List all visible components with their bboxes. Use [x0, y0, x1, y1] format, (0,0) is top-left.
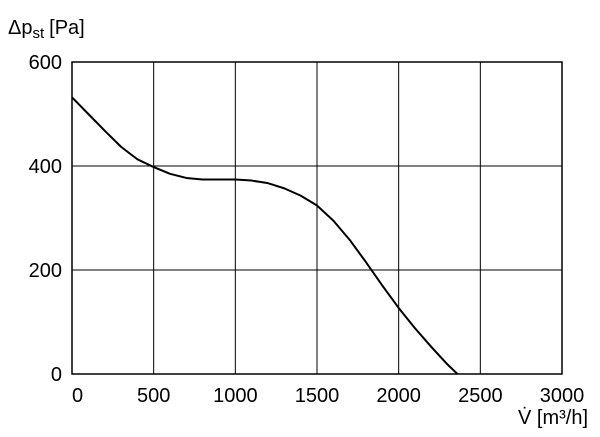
x-tick-label: 0 — [72, 385, 83, 407]
y-axis-label: Δpst [Pa] — [8, 17, 85, 42]
plot-frame — [71, 61, 563, 375]
x-tick-label: 3000 — [540, 385, 585, 407]
curve — [71, 96, 459, 375]
y-tick-label: 0 — [51, 364, 62, 386]
x-tick-label: 1500 — [295, 385, 340, 407]
x-tick-label: 500 — [137, 385, 170, 407]
x-axis-label: V̇ [m³/h] — [518, 407, 588, 429]
x-tick-label: 2500 — [458, 385, 503, 407]
y-tick-label: 600 — [29, 52, 62, 74]
y-tick-label: 200 — [29, 260, 62, 282]
y-label-main: Δp — [8, 17, 32, 39]
y-tick-label: 400 — [29, 156, 62, 178]
x-tick-label: 1000 — [213, 385, 258, 407]
y-label-sub: st — [32, 25, 45, 42]
x-tick-label: 2000 — [376, 385, 421, 407]
y-label-unit: [Pa] — [49, 17, 85, 39]
